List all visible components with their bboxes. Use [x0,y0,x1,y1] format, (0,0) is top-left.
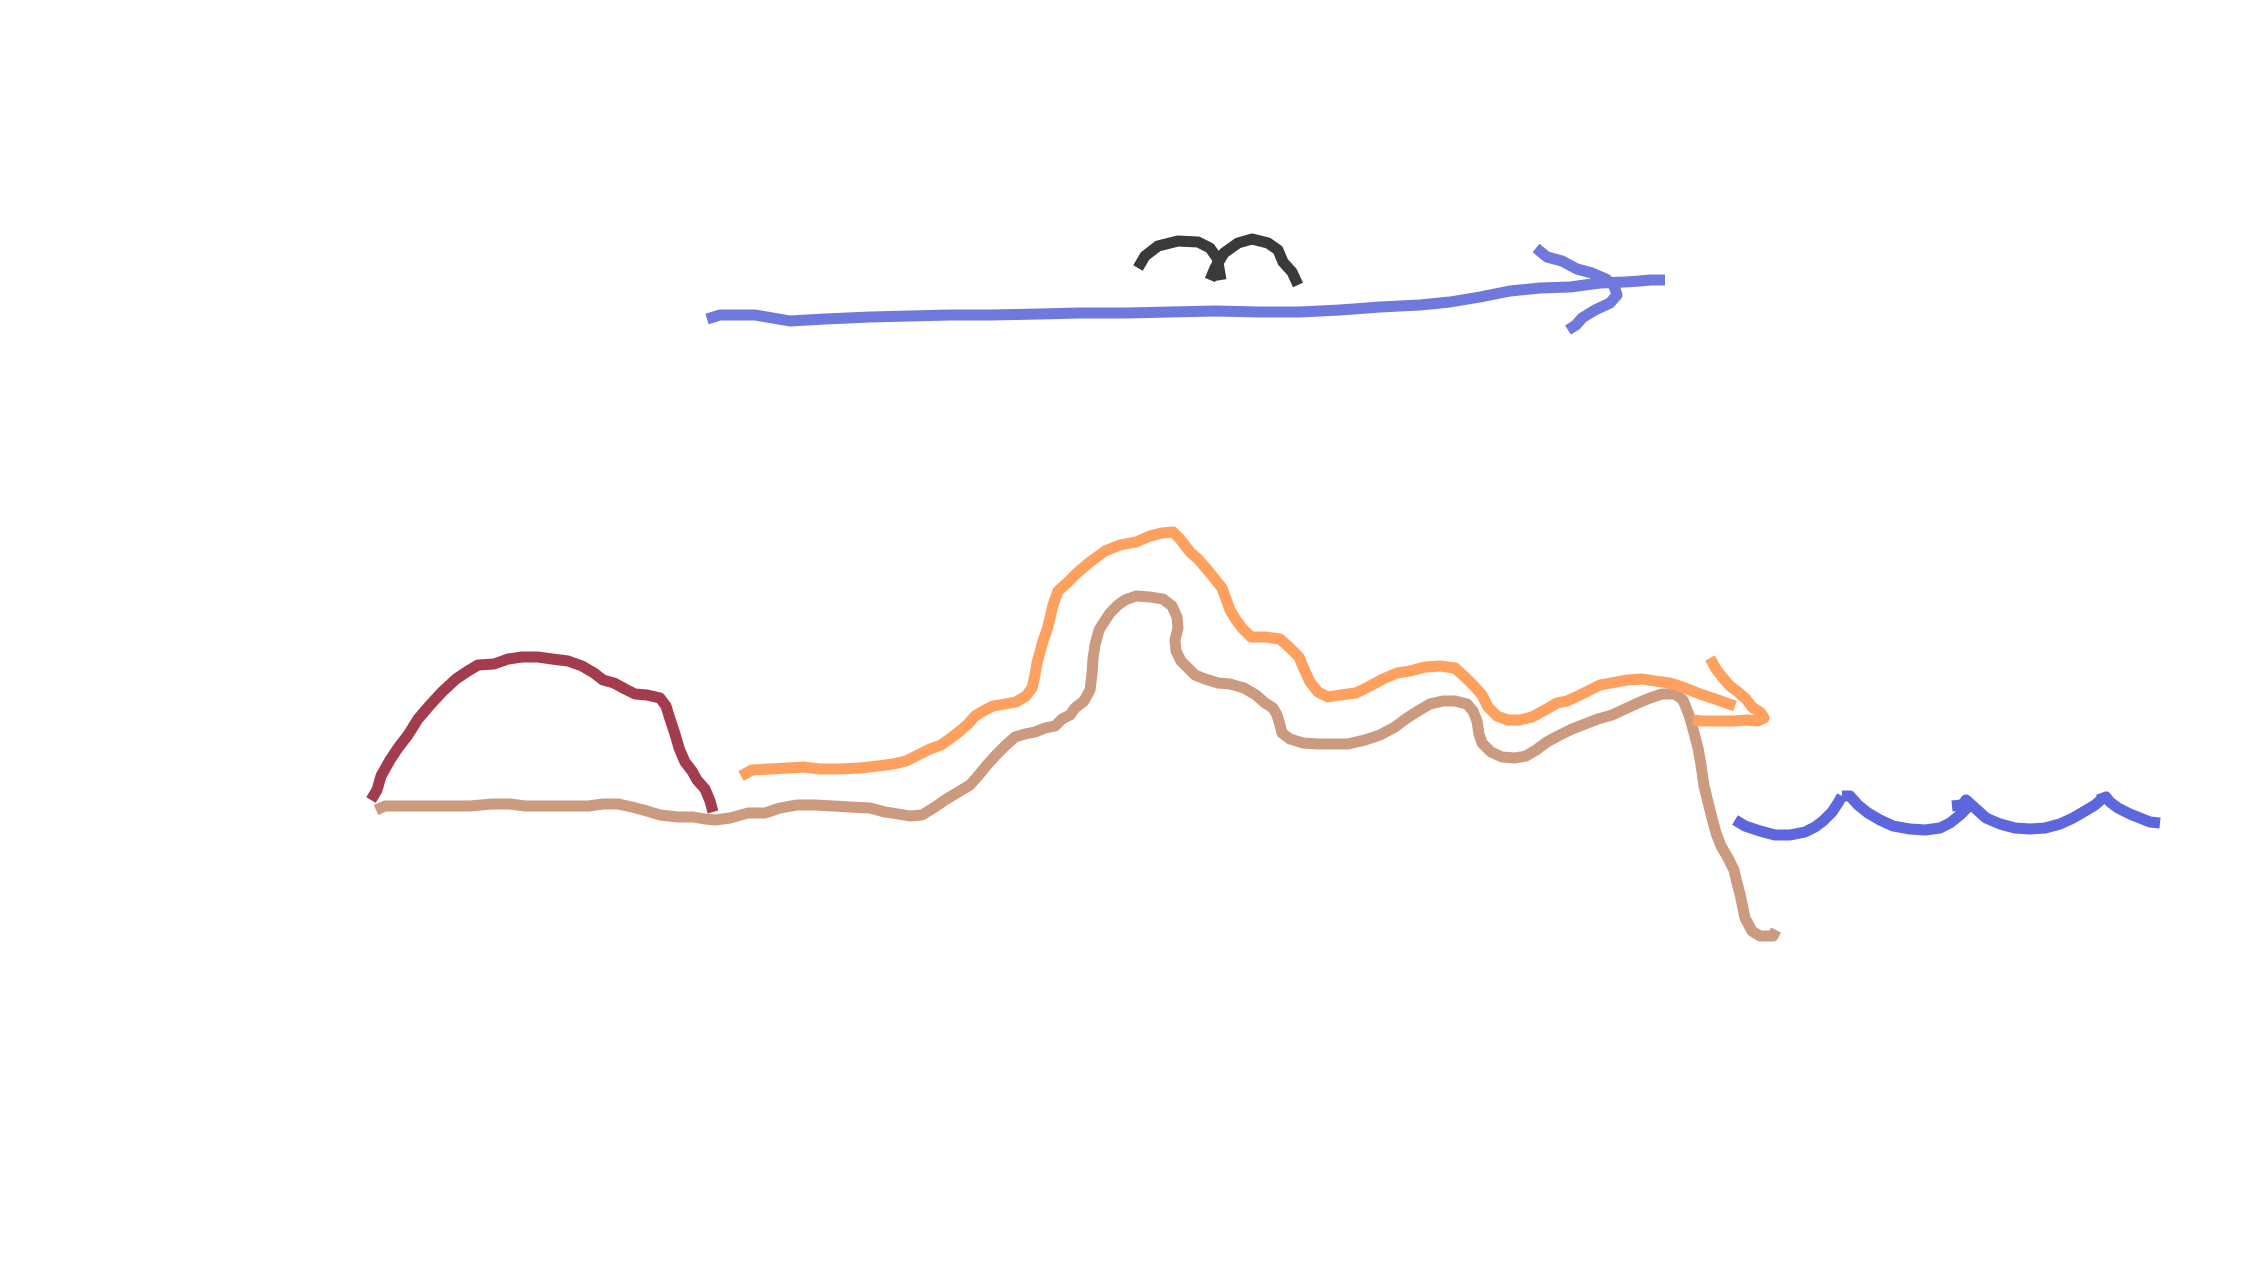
wind-arrow-stroke [705,243,1665,335]
water-waves-stroke [1732,790,2161,841]
ground-line-stroke [373,590,1781,942]
hill-outline-stroke [738,526,1770,781]
sun-dome-stroke [366,651,719,814]
bird-stroke [1133,233,1303,288]
